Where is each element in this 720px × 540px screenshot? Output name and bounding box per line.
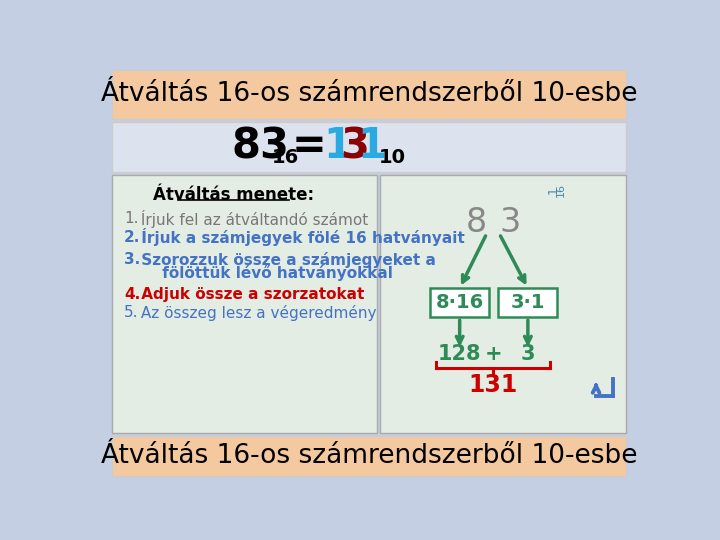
FancyBboxPatch shape — [380, 175, 626, 433]
Text: 1: 1 — [547, 186, 560, 194]
Text: 3: 3 — [341, 125, 369, 167]
Text: Átváltás 16-os számrendszerből 10-esbe: Átváltás 16-os számrendszerből 10-esbe — [101, 81, 637, 107]
Text: 83: 83 — [232, 125, 289, 167]
Text: 1.: 1. — [124, 211, 138, 226]
Text: 1: 1 — [323, 125, 353, 167]
Text: 8: 8 — [466, 206, 487, 239]
FancyBboxPatch shape — [112, 175, 377, 433]
Text: 3.: 3. — [124, 252, 140, 267]
Text: fölöttük lévő hatványokkal: fölöttük lévő hatványokkal — [137, 266, 393, 281]
FancyBboxPatch shape — [112, 436, 626, 476]
FancyBboxPatch shape — [112, 70, 626, 119]
FancyBboxPatch shape — [498, 288, 557, 318]
Text: 1: 1 — [358, 125, 387, 167]
Text: 4.: 4. — [124, 287, 140, 302]
FancyBboxPatch shape — [431, 288, 489, 318]
Text: Adjuk össze a szorzatokat: Adjuk össze a szorzatokat — [137, 287, 365, 302]
Text: 10: 10 — [379, 148, 406, 167]
Text: 3: 3 — [499, 206, 521, 239]
FancyBboxPatch shape — [112, 122, 626, 172]
Text: Szorozzuk össze a számjegyeket a: Szorozzuk össze a számjegyeket a — [137, 252, 436, 268]
Text: +: + — [485, 343, 503, 363]
Text: Az összeg lesz a végeredmény: Az összeg lesz a végeredmény — [137, 305, 377, 321]
Text: 16: 16 — [271, 148, 299, 167]
Text: 16: 16 — [555, 183, 565, 197]
Text: 3·1: 3·1 — [510, 293, 545, 312]
Text: 131: 131 — [469, 373, 518, 397]
Text: =: = — [291, 125, 326, 167]
Text: 5.: 5. — [124, 305, 138, 320]
Text: Írjuk fel az átváltandó számot: Írjuk fel az átváltandó számot — [137, 210, 369, 228]
Text: 3: 3 — [521, 343, 535, 363]
Text: Átváltás menete:: Átváltás menete: — [153, 186, 314, 204]
Text: 2.: 2. — [124, 230, 140, 245]
Text: 8·16: 8·16 — [436, 293, 484, 312]
Text: Írjuk a számjegyek fölé 16 hatványait: Írjuk a számjegyek fölé 16 hatványait — [137, 228, 465, 246]
Text: Átváltás 16-os számrendszerből 10-esbe: Átváltás 16-os számrendszerből 10-esbe — [101, 443, 637, 469]
Text: 128: 128 — [438, 343, 482, 363]
